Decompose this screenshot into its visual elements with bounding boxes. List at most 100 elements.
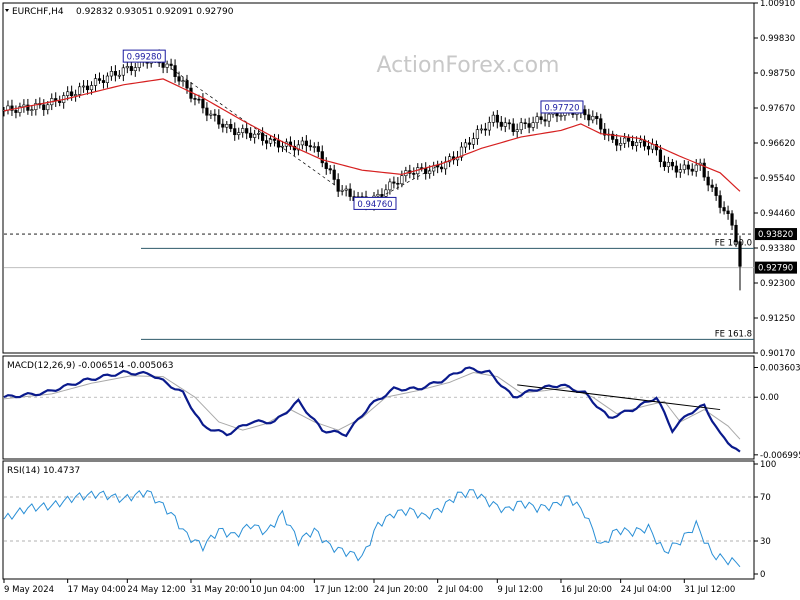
candle-body [623,137,627,144]
candle-body [638,139,643,143]
price-levels: 0.93820 FE 100.0 FE 161.8 0.92790 [4,228,797,340]
macd-y-tick-label: 0.003603 [760,364,800,374]
price-y-tick-label: 0.99830 [760,34,795,44]
price-y-tick-label: 0.97670 [760,104,795,114]
candle-body [646,145,651,150]
candle-body [630,140,635,147]
candle-body [46,104,50,111]
candle-body [396,182,400,185]
candle-body [74,94,78,97]
price-y-tick-label: 0.91250 [760,314,795,324]
x-tick-label: 31 Jul 12:00 [684,585,735,595]
swing-line-1 [170,68,339,188]
candle-body [229,124,233,129]
price-y-axis: 1.00910 0.99830 0.98750 0.97670 0.96620 0.955… [754,0,795,359]
candle-body [348,188,352,197]
candle-body [237,132,241,136]
candle-body [440,166,444,170]
candle-body [26,104,30,111]
candle-body [611,133,615,140]
level-price-box [755,228,797,241]
candle-body [523,122,527,125]
x-tick-label: 31 May 20:00 [191,585,249,595]
candle-body [627,137,631,142]
x-tick-label: 2 Jul 04:00 [438,585,484,595]
candle-body [101,80,106,83]
candle-body [583,109,587,116]
candle-body [58,100,62,103]
dropdown-triangle-icon [5,9,9,12]
candle-body [328,168,332,171]
candle-body [702,162,706,178]
candle-body [710,184,714,188]
rsi-y-axis: 100 70 30 0 [754,460,776,580]
candle-body [734,224,738,243]
candle-body [308,145,312,148]
rsi-plot [3,489,754,568]
candle-body [511,123,515,132]
x-tick-label: 17 May 04:00 [68,585,126,595]
candle-body [447,156,452,163]
candle-body [133,67,137,71]
macd-y-tick-label: -0.006995 [760,451,800,461]
candle-body [217,115,221,125]
candle-body [336,179,340,192]
candle-body [304,140,308,146]
candle-body [288,141,293,147]
rsi-title: RSI(14) 10.4737 [7,466,80,476]
macd-line [3,366,741,453]
candle-body [654,144,659,151]
candle-body [205,107,209,116]
candle-body [14,110,18,113]
candle-body [392,181,396,184]
macd-plot [3,366,754,453]
candle-body [682,164,686,170]
candle-body [257,133,261,135]
candle-body [650,144,655,150]
x-tick-label: 24 Jun 20:00 [374,585,428,595]
candle-body [615,139,619,146]
price-y-tick-label: 0.95540 [760,174,795,184]
candle-body [666,161,670,167]
candle-body [515,129,519,132]
candle-body [105,75,110,83]
macd-panel-frame [2,355,755,460]
price-labels: 0.99280 0.94760 0.97720 [122,49,584,210]
swing-label: 0.99280 [127,53,162,63]
candle-body [495,114,499,123]
ma-line [3,78,741,192]
price-y-tick-label: 1.00910 [760,0,795,9]
candle-body [264,140,269,144]
candle-body [316,146,320,152]
signal-line [3,371,741,440]
chart-header: EURCHF,H4 0.92832 0.93051 0.92091 0.9279… [5,7,234,17]
candle-body [197,98,201,101]
candle-body [686,164,690,170]
candle-body [177,76,181,82]
candle-body [726,210,730,214]
x-tick-label: 10 Jun 04:00 [251,585,305,595]
candle-body [249,132,253,138]
moving-average [3,78,741,192]
price-y-tick-label: 0.92300 [760,279,795,289]
x-tick-label: 24 May 12:00 [127,585,185,595]
candle-body [276,140,281,148]
candle-body [722,207,726,212]
candle-body [436,165,440,168]
candle-body [245,128,249,134]
rsi-line [3,489,741,568]
candle-body [475,129,480,139]
candle-body [221,123,225,128]
candle-body [296,144,301,151]
candle-body [280,145,285,148]
candle-body [730,213,734,226]
candle-body [591,116,595,121]
candle-body [539,116,543,120]
candle-body [400,175,404,185]
candle-body [66,91,70,96]
rsi-panel-frame [2,460,755,580]
price-y-tick-label: 0.96620 [760,139,795,149]
level-price-label: 0.93820 [758,230,793,240]
price-y-tick-label: 0.94460 [760,209,795,219]
